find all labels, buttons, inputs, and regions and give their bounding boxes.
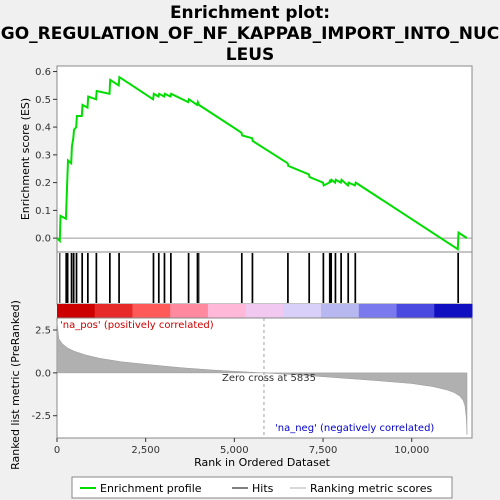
x-axis-label: Rank in Ordered Dataset: [194, 456, 331, 469]
x-axis: 0 2,500 5,000 7,500 10,000: [54, 438, 429, 456]
es-y-tick-label: 0.6: [35, 67, 51, 78]
heat-segment: [207, 304, 247, 318]
metric-y-tick-label: -2.5: [31, 411, 51, 422]
legend-enrichment-label: Enrichment profile: [100, 482, 202, 495]
legend-box: [71, 476, 453, 499]
chart-title-line-3: LEUS: [226, 45, 275, 65]
pos-annotation: 'na_pos' (positively correlated): [60, 320, 214, 331]
x-tick-label: 5,000: [220, 445, 249, 456]
zero-cross-annotation: Zero cross at 5835: [222, 373, 316, 384]
metric-y-axis: 2.5 0.0 -2.5: [31, 326, 57, 422]
es-panel: [56, 65, 473, 253]
chart-title-line-2: GO_REGULATION_OF_NF_KAPPAB_IMPORT_INTO_N…: [1, 24, 500, 44]
heat-segment: [94, 304, 133, 318]
heat-segment: [170, 304, 209, 318]
heat-segment: [245, 304, 284, 318]
enrichment-profile-line: [56, 75, 468, 251]
heat-segment: [396, 304, 435, 318]
heat-segment: [283, 304, 322, 318]
metric-y-axis-label: Ranked list metric (PreRanked): [9, 300, 22, 470]
metric-y-tick-label: 2.5: [35, 326, 51, 337]
metric-y-tick-label: 0.0: [35, 368, 51, 379]
hits-panel: [56, 251, 473, 305]
legend-metric-label: Ranking metric scores: [310, 482, 432, 495]
es-y-tick-label: 0.2: [35, 178, 51, 189]
es-y-tick-label: 0.1: [35, 206, 51, 217]
legend-hits-label: Hits: [252, 482, 274, 495]
x-tick-label: 2,500: [131, 445, 160, 456]
heat-segment: [321, 304, 360, 318]
es-y-tick-label: 0.0: [35, 234, 51, 245]
es-y-tick-label: 0.4: [35, 123, 51, 134]
heat-segment: [132, 304, 171, 318]
es-y-axis: 0.0 0.1 0.2 0.3 0.4 0.5 0.6: [35, 67, 57, 245]
neg-annotation: 'na_neg' (negatively correlated): [275, 423, 434, 434]
heat-segment: [434, 304, 473, 318]
x-tick-label: 7,500: [309, 445, 338, 456]
chart-title-line-1: Enrichment plot:: [170, 3, 330, 23]
hits-marks: [59, 253, 460, 303]
legend: Enrichment profile Hits Ranking metric s…: [71, 476, 453, 499]
es-y-tick-label: 0.5: [35, 95, 51, 106]
ranking-metric-area: [56, 321, 468, 435]
es-y-axis-label: Enrichment score (ES): [19, 98, 32, 220]
es-y-tick-label: 0.3: [35, 150, 51, 161]
x-tick-label: 0: [54, 445, 60, 456]
heat-segment: [358, 304, 398, 318]
heat-segment: [57, 304, 96, 318]
rank-heat-bar: [57, 304, 473, 318]
x-tick-label: 10,000: [394, 445, 429, 456]
